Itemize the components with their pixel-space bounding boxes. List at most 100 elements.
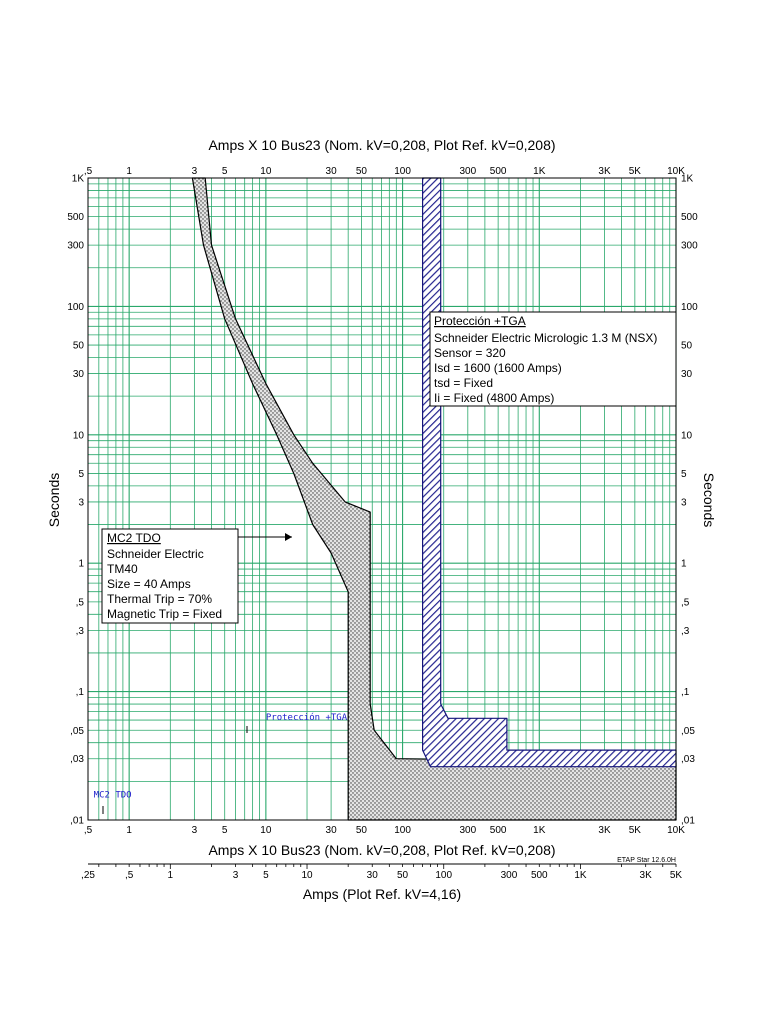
y-tick-label-left: ,03 — [70, 754, 84, 765]
x-tick-label-top: 1K — [533, 166, 546, 177]
secondary-axis-tick-label: 5K — [670, 870, 683, 881]
y-tick-label-right: 10 — [681, 430, 693, 441]
y-tick-label-left: 10 — [73, 430, 85, 441]
curve-tag-label: MC2 TDO — [94, 790, 132, 800]
secondary-axis-tick-label: 30 — [367, 870, 379, 881]
y-tick-label-left: 1K — [72, 174, 85, 185]
y-tick-label-left: 1 — [78, 559, 84, 570]
axis-ticks: ,5 ,5 1 1 3 3 5 5 10 10 30 30 50 50 100 100 300 300 500 500… — [67, 166, 698, 836]
x-tick-label-bottom: 5 — [222, 825, 228, 836]
x-tick-label-bottom: 10K — [667, 825, 685, 836]
tga-label-title: Protección +TGA — [434, 314, 526, 328]
x-tick-label-top: 1 — [126, 166, 132, 177]
secondary-axis-tick-label: 10 — [301, 870, 313, 881]
secondary-axis-tick-label: 500 — [531, 870, 548, 881]
y-tick-label-right: 3 — [681, 497, 687, 508]
x-tick-label-top: 3K — [598, 166, 611, 177]
y-axis-label-right: Seconds — [701, 473, 717, 527]
tga-label-line: Sensor = 320 — [434, 346, 506, 360]
footer-software-tag: ETAP Star 12.6.0H — [617, 857, 676, 864]
secondary-axis-tick-label: ,25 — [81, 870, 95, 881]
y-tick-label-right: ,03 — [681, 754, 695, 765]
y-tick-label-left: 50 — [73, 341, 85, 352]
x-tick-label-top: 3 — [192, 166, 198, 177]
x-tick-label-top: 100 — [394, 166, 411, 177]
y-tick-label-right: 1 — [681, 559, 687, 570]
y-tick-label-right: 1K — [681, 174, 694, 185]
mc2-label-line: Magnetic Trip = Fixed — [107, 607, 222, 621]
secondary-axis-tick-label: 3 — [233, 870, 239, 881]
y-tick-label-left: 500 — [67, 212, 84, 223]
y-tick-label-right: ,05 — [681, 726, 695, 737]
x-tick-label-top: 10 — [260, 166, 272, 177]
series-band-tga — [422, 177, 677, 768]
mc2-leader-arrow — [285, 533, 292, 541]
tga-label-line: tsd = Fixed — [434, 376, 493, 390]
mc2-label-title: MC2 TDO — [107, 531, 161, 545]
y-tick-label-right: ,5 — [681, 597, 690, 608]
x-tick-label-top: 5 — [222, 166, 228, 177]
y-tick-label-right: 100 — [681, 302, 698, 313]
x-tick-label-bottom: 3 — [192, 825, 198, 836]
x-tick-label-top: ,5 — [84, 166, 93, 177]
secondary-axis: ,25 ,5 1 3 5 10 30 50 100 300 500 1K 3K 5K — [81, 863, 683, 881]
tga-label-box: Protección +TGA Schneider Electric Micro… — [429, 311, 677, 407]
plot-frame — [87, 177, 677, 821]
y-tick-label-right: 300 — [681, 241, 698, 252]
mc2-label-frame — [101, 528, 239, 624]
x-tick-label-bottom: 50 — [356, 825, 368, 836]
y-tick-label-left: 30 — [73, 369, 85, 380]
y-tick-label-left: ,1 — [76, 687, 85, 698]
x-tick-label-bottom: 500 — [490, 825, 507, 836]
x-tick-label-bottom: 300 — [459, 825, 476, 836]
mc2-label-line: Size = 40 Amps — [107, 577, 191, 591]
secondary-axis-tick-label: 5 — [263, 870, 269, 881]
secondary-axis-tick-label: 1K — [574, 870, 587, 881]
x-tick-label-top: 300 — [459, 166, 476, 177]
secondary-axis-tick-label: 100 — [435, 870, 452, 881]
y-tick-label-left: 300 — [67, 241, 84, 252]
y-tick-label-right: 5 — [681, 469, 687, 480]
y-tick-label-right: 50 — [681, 341, 693, 352]
tga-label-line: Isd = 1600 (1600 Amps) — [434, 361, 562, 375]
y-tick-label-right: ,1 — [681, 687, 690, 698]
x-tick-label-bottom: 100 — [394, 825, 411, 836]
x-tick-label-bottom: 1 — [126, 825, 132, 836]
y-tick-label-left: ,3 — [76, 626, 85, 637]
x-tick-label-top: 500 — [490, 166, 507, 177]
grid — [87, 177, 677, 821]
y-tick-label-left: ,01 — [70, 816, 84, 827]
curve-tag-label: Protección +TGA — [266, 712, 348, 723]
chart-title-bottom: Amps X 10 Bus23 (Nom. kV=0,208, Plot Ref… — [208, 842, 555, 858]
y-tick-label-right: 500 — [681, 212, 698, 223]
x-tick-label-bottom: ,5 — [84, 825, 93, 836]
tga-label-frame — [429, 311, 677, 407]
mc2-label-line: TM40 — [107, 562, 138, 576]
y-tick-label-left: 3 — [78, 497, 84, 508]
x-tick-label-bottom: 3K — [598, 825, 611, 836]
secondary-axis-tick-label: ,5 — [125, 870, 134, 881]
x-axis-label: Amps (Plot Ref. kV=4,16) — [303, 886, 461, 902]
x-tick-label-bottom: 5K — [629, 825, 642, 836]
secondary-axis-tick-label: 1 — [168, 870, 174, 881]
x-tick-label-top: 30 — [326, 166, 338, 177]
tga-label-line: Schneider Electric Micrologic 1.3 M (NSX… — [434, 331, 657, 345]
y-tick-label-right: ,01 — [681, 816, 695, 827]
mc2-label-box: MC2 TDO Schneider Electric TM40 Size = 4… — [101, 528, 292, 624]
chart-title-top: Amps X 10 Bus23 (Nom. kV=0,208, Plot Ref… — [208, 137, 555, 153]
secondary-axis-tick-label: 300 — [501, 870, 518, 881]
secondary-axis-tick-label: 50 — [397, 870, 409, 881]
x-tick-label-top: 50 — [356, 166, 368, 177]
mc2-label-line: Thermal Trip = 70% — [107, 592, 212, 606]
y-tick-label-right: 30 — [681, 369, 693, 380]
secondary-axis-tick-label: 3K — [640, 870, 653, 881]
y-axis-label-left: Seconds — [46, 473, 62, 527]
x-tick-label-bottom: 10 — [260, 825, 272, 836]
curve-tags: Protección +TGA MC2 TDO — [94, 712, 348, 814]
y-tick-label-left: 5 — [78, 469, 84, 480]
y-tick-label-left: ,5 — [76, 597, 85, 608]
x-tick-label-top: 5K — [629, 166, 642, 177]
y-tick-label-left: ,05 — [70, 726, 84, 737]
x-tick-label-top: 10K — [667, 166, 685, 177]
